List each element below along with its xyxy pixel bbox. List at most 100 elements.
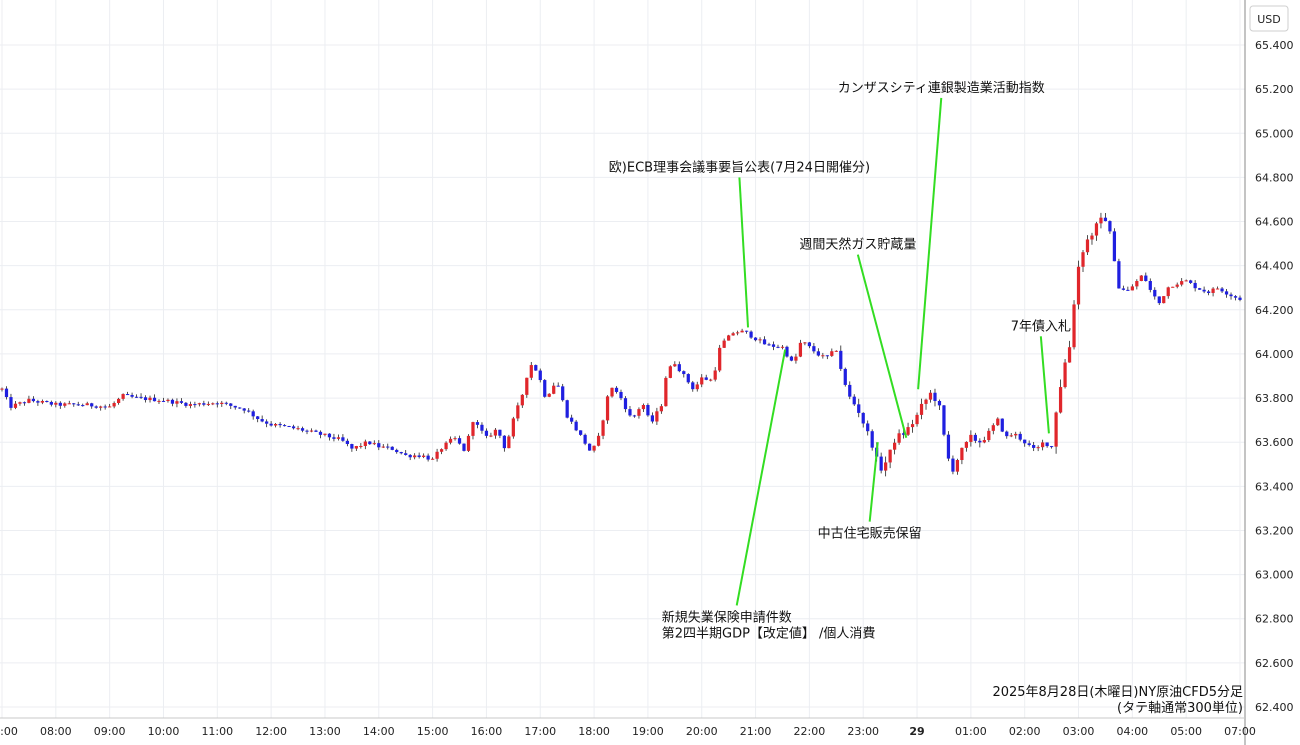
x-tick-label: 07:00 <box>1224 725 1256 738</box>
candle-body <box>336 437 341 439</box>
candle-body <box>256 416 260 420</box>
candle <box>265 419 269 428</box>
candle <box>274 422 278 428</box>
candle-body <box>623 398 628 410</box>
candle-body <box>417 455 421 457</box>
candle-body <box>193 404 197 406</box>
candle <box>1171 286 1175 288</box>
candle <box>628 406 632 417</box>
candle <box>27 395 31 404</box>
annotation-label: 新規失業保険申請件数 <box>662 609 792 625</box>
candle <box>139 393 143 400</box>
candle-body <box>444 442 448 450</box>
y-tick-label: 65.400 <box>1255 39 1294 52</box>
candle-body <box>309 430 314 432</box>
candle-body <box>372 443 376 445</box>
candle-body <box>884 462 888 471</box>
candle-body <box>166 399 170 402</box>
candle <box>646 403 650 417</box>
x-tick-label: 07:00 <box>0 725 18 738</box>
currency-label: USD <box>1257 13 1281 26</box>
candle-body <box>668 366 672 378</box>
candle-body <box>1058 387 1063 413</box>
candle-body <box>480 424 484 431</box>
currency-label-box[interactable]: USD <box>1249 5 1289 32</box>
y-tick-label: 64.800 <box>1255 171 1294 184</box>
candle <box>121 393 125 401</box>
candle <box>713 367 717 382</box>
candle-body <box>117 398 121 404</box>
candle <box>951 455 955 475</box>
candle-body <box>202 403 206 405</box>
candle <box>601 419 605 440</box>
candle <box>1099 212 1103 229</box>
candle-body <box>363 441 367 446</box>
candle <box>587 443 592 451</box>
candle-body <box>1027 443 1031 446</box>
candle <box>884 456 888 477</box>
candle <box>323 433 327 437</box>
candle-body <box>0 388 4 390</box>
candle <box>852 394 856 406</box>
candle-body <box>341 437 345 441</box>
candle-body <box>910 424 915 428</box>
candle <box>112 401 116 409</box>
candle-body <box>906 427 910 435</box>
candle-body <box>744 330 749 332</box>
candle-body <box>753 337 758 341</box>
candle <box>1117 258 1121 289</box>
candle-body <box>1067 347 1072 363</box>
candle-body <box>439 449 444 452</box>
candle <box>937 399 942 411</box>
candle-body <box>1036 447 1040 449</box>
candle-body <box>49 401 53 405</box>
candle <box>973 432 977 444</box>
candle-body <box>942 405 946 435</box>
candle-body <box>229 403 233 406</box>
candle-body <box>574 421 578 431</box>
annotation-line <box>917 97 943 390</box>
candle-body <box>641 404 646 410</box>
candle-body <box>1054 412 1058 447</box>
candle <box>637 407 641 419</box>
x-tick-label: 02:00 <box>1009 725 1041 738</box>
candle-body <box>798 342 803 357</box>
candle <box>426 453 430 462</box>
candle-body <box>516 405 520 419</box>
candle-body <box>1198 288 1202 290</box>
x-tick-label: 10:00 <box>148 725 180 738</box>
candle-body <box>54 402 58 405</box>
candle-body <box>498 429 502 436</box>
candle-body <box>901 433 906 435</box>
candle <box>4 386 9 400</box>
candle <box>99 405 103 411</box>
candle <box>269 421 273 427</box>
candle <box>215 401 219 408</box>
candle <box>834 350 838 352</box>
candle <box>1085 235 1090 256</box>
candle-body <box>614 387 619 392</box>
candle <box>305 429 309 435</box>
candle <box>722 338 726 348</box>
candle-body <box>520 394 524 406</box>
candle-body <box>125 394 130 396</box>
candle-body <box>579 430 583 435</box>
annotation-labels: 欧)ECB理事会議事要旨公表(7月24日開催分) カンザスシティ連銀製造業活動指数… <box>609 80 1071 642</box>
candle <box>1211 287 1215 297</box>
candle <box>94 405 98 409</box>
candle <box>345 438 349 447</box>
candle-body <box>45 401 49 403</box>
candle-body <box>130 394 134 397</box>
candle-body <box>1193 282 1197 289</box>
candle <box>1041 439 1045 451</box>
candle <box>363 439 367 450</box>
candle <box>996 417 1000 427</box>
candle <box>166 398 170 403</box>
candle <box>193 401 197 408</box>
candle-body <box>807 342 812 347</box>
candle <box>789 355 794 362</box>
candle-body <box>94 406 98 408</box>
candle-body <box>359 445 363 447</box>
candle <box>1126 286 1130 291</box>
candle-body <box>368 441 372 445</box>
